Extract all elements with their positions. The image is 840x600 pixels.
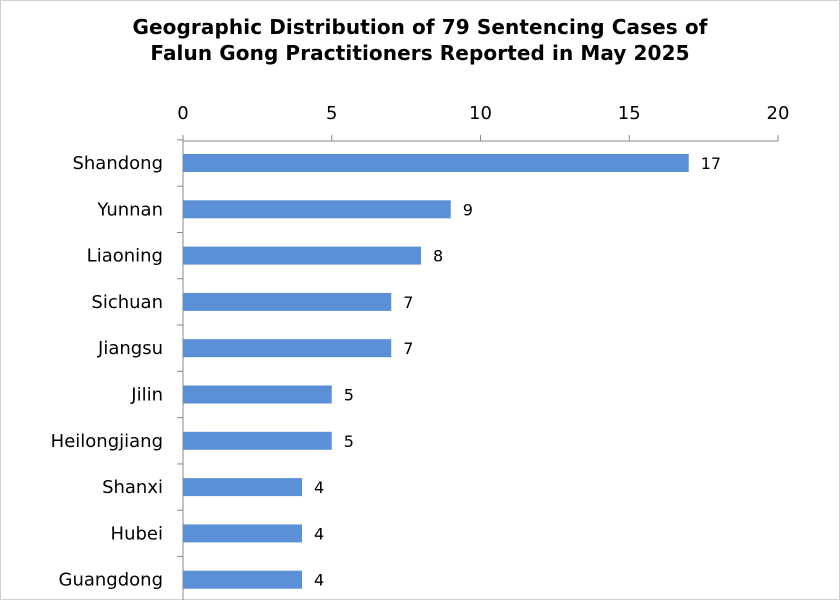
value-label: 5	[344, 432, 354, 451]
value-label: 7	[403, 293, 413, 312]
chart-title-line-2: Falun Gong Practitioners Reported in May…	[150, 41, 690, 65]
category-label: Jiangsu	[97, 338, 163, 359]
category-label: Shandong	[72, 153, 163, 174]
chart-title-line-1: Geographic Distribution of 79 Sentencing…	[132, 15, 708, 39]
value-label: 4	[314, 571, 324, 590]
x-tick-label: 15	[618, 103, 641, 124]
x-tick-label: 20	[767, 103, 790, 124]
bar	[183, 570, 302, 589]
value-label: 9	[463, 200, 473, 219]
x-tick-label: 5	[326, 103, 337, 124]
bar	[183, 292, 392, 311]
bar	[183, 524, 302, 543]
value-label: 17	[701, 154, 721, 173]
bar	[183, 246, 421, 265]
category-label: Hubei	[111, 523, 163, 544]
value-label: 8	[433, 247, 443, 266]
bar	[183, 478, 302, 497]
category-label: Sichuan	[91, 292, 163, 313]
value-label: 5	[344, 386, 354, 405]
bar	[183, 154, 689, 172]
bar	[183, 385, 332, 404]
category-label: Shanxi	[102, 477, 163, 498]
category-label: Guangdong	[59, 570, 164, 591]
category-label: Yunnan	[96, 199, 163, 220]
value-label: 7	[403, 339, 413, 358]
bar	[183, 339, 392, 358]
category-label: Heilongjiang	[51, 431, 163, 452]
category-label: Liaoning	[87, 246, 163, 267]
value-label: 4	[314, 478, 324, 497]
x-tick-label: 0	[177, 103, 188, 124]
x-tick-label: 10	[469, 103, 492, 124]
category-label: Jilin	[130, 385, 163, 406]
value-label: 4	[314, 524, 324, 543]
bar	[183, 200, 451, 219]
bar	[183, 431, 332, 450]
